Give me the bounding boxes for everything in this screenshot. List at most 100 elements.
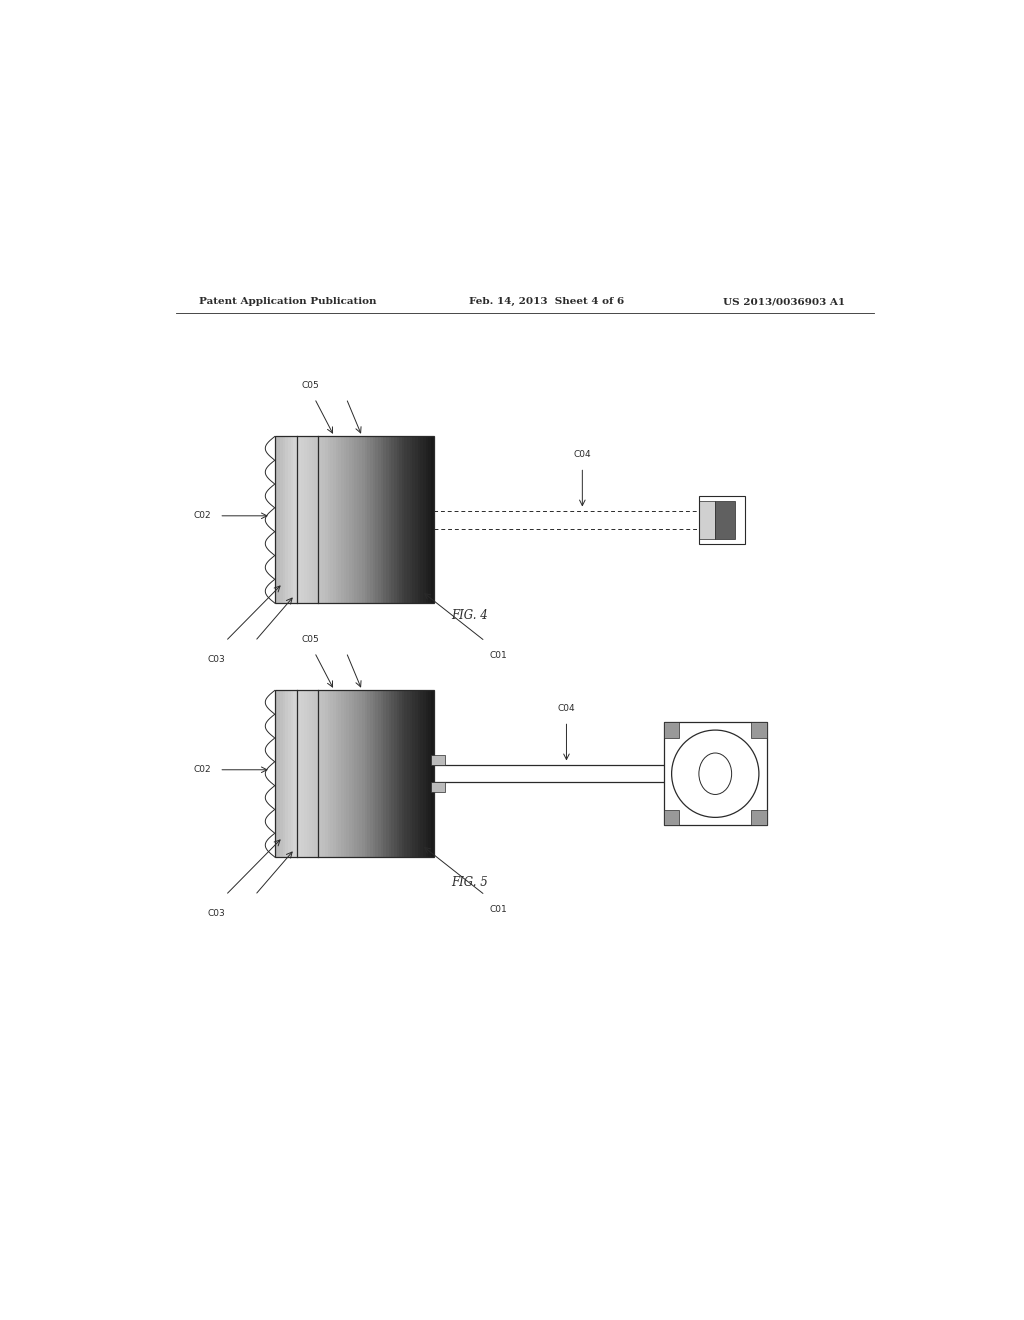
Bar xyxy=(423,690,426,857)
Text: C02: C02 xyxy=(194,766,211,775)
Bar xyxy=(317,437,321,603)
Bar xyxy=(349,437,352,603)
Bar xyxy=(331,690,334,857)
Bar xyxy=(699,496,744,544)
Bar xyxy=(274,690,279,857)
Bar xyxy=(274,437,279,603)
Bar xyxy=(328,690,331,857)
Bar xyxy=(386,690,389,857)
Bar xyxy=(351,690,355,857)
Bar xyxy=(346,690,349,857)
Bar xyxy=(304,437,307,603)
Bar xyxy=(383,690,387,857)
Bar xyxy=(399,690,402,857)
Bar xyxy=(399,437,402,603)
Bar xyxy=(388,437,392,603)
Bar xyxy=(319,690,324,857)
Text: C03: C03 xyxy=(207,908,225,917)
Text: C01: C01 xyxy=(489,904,507,913)
Bar xyxy=(309,437,312,603)
Bar xyxy=(354,690,357,857)
Bar xyxy=(362,437,366,603)
Bar xyxy=(278,690,281,857)
Bar xyxy=(368,437,371,603)
Bar xyxy=(291,437,294,603)
Text: C04: C04 xyxy=(573,450,591,459)
Bar xyxy=(309,690,312,857)
Bar xyxy=(341,690,344,857)
Bar xyxy=(378,690,381,857)
Bar xyxy=(428,437,432,603)
Bar xyxy=(333,437,337,603)
Text: FIG. 4: FIG. 4 xyxy=(451,609,487,622)
Bar xyxy=(333,690,337,857)
Bar xyxy=(274,690,433,857)
Bar xyxy=(301,437,305,603)
Bar xyxy=(336,437,339,603)
Bar xyxy=(338,690,342,857)
Bar xyxy=(752,810,767,825)
Bar xyxy=(664,722,679,738)
Bar xyxy=(376,437,379,603)
Bar xyxy=(286,690,289,857)
Bar xyxy=(317,690,321,857)
Bar xyxy=(404,690,408,857)
Bar xyxy=(281,437,284,603)
Bar xyxy=(415,437,419,603)
Bar xyxy=(281,690,284,857)
Bar xyxy=(338,437,342,603)
Bar xyxy=(752,722,767,738)
Bar xyxy=(296,690,299,857)
Bar xyxy=(306,437,310,603)
Bar xyxy=(356,437,360,603)
Bar xyxy=(413,690,416,857)
Bar xyxy=(299,690,302,857)
Bar xyxy=(394,437,397,603)
Bar xyxy=(373,690,376,857)
Bar xyxy=(391,690,394,857)
Bar xyxy=(410,437,413,603)
Bar xyxy=(396,437,400,603)
Bar xyxy=(376,690,379,857)
Bar xyxy=(396,690,400,857)
Bar xyxy=(314,437,317,603)
Bar xyxy=(299,437,302,603)
Bar xyxy=(359,437,362,603)
Bar xyxy=(413,437,416,603)
Ellipse shape xyxy=(699,752,731,795)
Bar xyxy=(431,783,445,792)
Bar xyxy=(328,437,331,603)
Bar xyxy=(341,437,344,603)
Bar xyxy=(356,690,360,857)
Circle shape xyxy=(672,730,759,817)
Bar xyxy=(283,690,286,857)
Text: C05: C05 xyxy=(302,381,319,391)
Text: C01: C01 xyxy=(489,651,507,660)
Bar xyxy=(312,437,315,603)
Bar xyxy=(359,690,362,857)
Text: C02: C02 xyxy=(194,511,211,520)
Bar xyxy=(381,690,384,857)
Bar xyxy=(428,690,432,857)
Bar xyxy=(401,437,406,603)
Bar xyxy=(386,437,389,603)
Bar xyxy=(664,722,767,825)
Bar xyxy=(312,690,315,857)
Bar xyxy=(423,437,426,603)
Bar xyxy=(293,437,297,603)
Bar xyxy=(431,437,434,603)
Bar xyxy=(433,511,699,528)
Bar xyxy=(408,437,411,603)
Bar xyxy=(426,690,429,857)
Text: C05: C05 xyxy=(302,635,319,644)
Bar xyxy=(346,437,349,603)
Bar xyxy=(325,437,329,603)
Bar xyxy=(716,500,735,539)
Bar xyxy=(304,690,307,857)
Bar xyxy=(418,437,421,603)
Bar xyxy=(365,690,369,857)
Bar xyxy=(401,690,406,857)
Bar xyxy=(370,437,374,603)
Text: C03: C03 xyxy=(207,655,225,664)
Bar xyxy=(325,690,329,857)
